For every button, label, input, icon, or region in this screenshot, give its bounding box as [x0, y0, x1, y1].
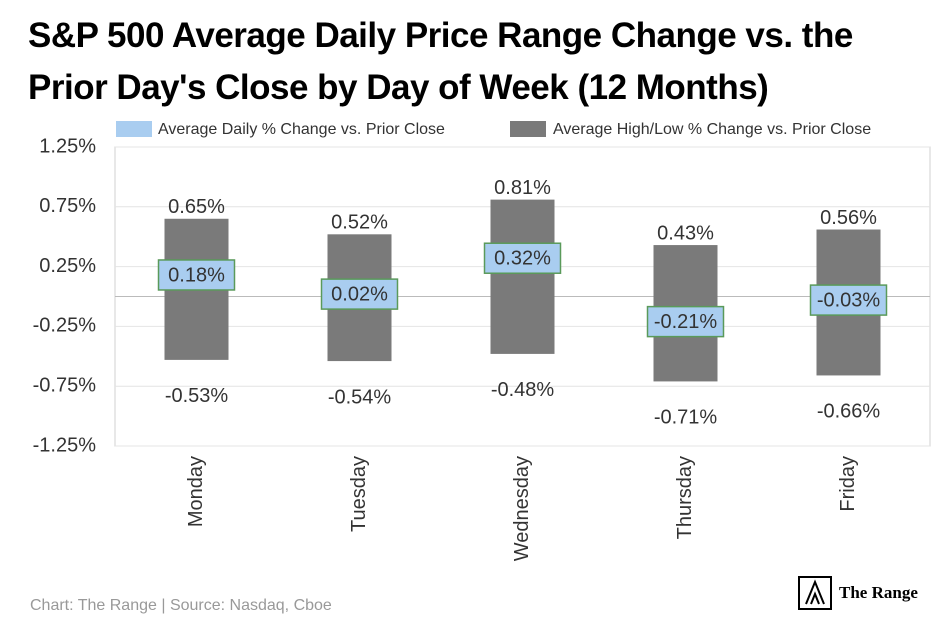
legend-label: Average High/Low % Change vs. Prior Clos… — [553, 121, 871, 138]
y-tick-label: 1.25% — [39, 135, 96, 157]
brand: The Range — [839, 583, 918, 602]
y-tick-label: -0.25% — [33, 315, 97, 337]
data-label: 0.81% — [494, 177, 551, 199]
average-marker — [157, 259, 236, 291]
data-label: 0.02% — [331, 283, 388, 305]
data-label: -0.54% — [328, 386, 392, 408]
legend-swatch — [510, 121, 546, 137]
x-tick-label: Monday — [185, 456, 207, 527]
legend-label: Average Daily % Change vs. Prior Close — [158, 121, 445, 138]
y-tick-label: -1.25% — [33, 434, 97, 456]
x-tick-label: Friday — [837, 456, 859, 512]
x-tick-label: Tuesday — [348, 456, 370, 532]
brand-logo: The Range — [798, 576, 918, 610]
y-tick-label: 0.25% — [39, 255, 96, 277]
legend-swatch — [116, 121, 152, 137]
average-marker — [646, 305, 725, 338]
range-bar — [490, 199, 555, 354]
average-marker — [320, 278, 399, 310]
data-label: -0.71% — [654, 407, 718, 429]
data-label: -0.53% — [165, 385, 229, 407]
average-marker — [483, 242, 562, 274]
data-label: 0.65% — [168, 196, 225, 218]
y-tick-label: -0.75% — [33, 374, 97, 396]
data-label: 0.52% — [331, 212, 388, 234]
x-tick-label: Wednesday — [511, 456, 533, 561]
data-label: 0.32% — [494, 248, 551, 270]
average-marker — [809, 284, 888, 316]
chart-title: Prior Day's Close by Day of Week (12 Mon… — [28, 68, 768, 107]
data-label: 0.43% — [657, 222, 714, 244]
y-tick-label: 0.75% — [39, 195, 96, 217]
chart-title: S&P 500 Average Daily Price Range Change… — [28, 16, 853, 55]
data-label: -0.03% — [817, 289, 881, 311]
data-label: -0.66% — [817, 401, 881, 423]
data-label: 0.18% — [168, 264, 225, 286]
data-label: -0.21% — [654, 311, 718, 333]
data-label: -0.48% — [491, 379, 555, 401]
source: Chart: The Range | Source: Nasdaq, Cboe — [30, 597, 332, 614]
x-tick-label: Thursday — [674, 456, 696, 539]
data-label: 0.56% — [820, 207, 877, 229]
